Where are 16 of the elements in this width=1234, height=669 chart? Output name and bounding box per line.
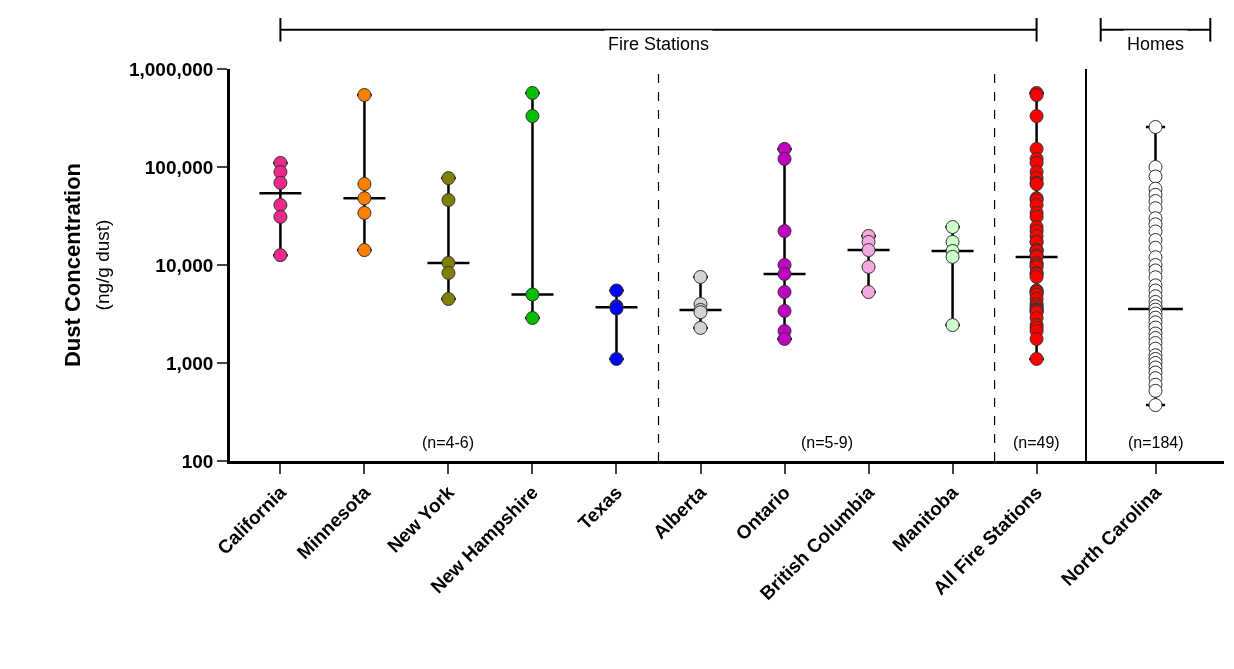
annotation: (n=49): [1013, 434, 1060, 451]
y-tick-label: 100: [181, 450, 214, 472]
text: Homes: [1127, 34, 1185, 54]
y-tick-label: 100,000: [144, 156, 214, 178]
y-axis-title: Dust Concentration (ng/g dust): [60, 162, 113, 368]
point: [1148, 169, 1163, 184]
y-tick-label: 1,000: [165, 352, 214, 374]
annotation: (n=5-9): [801, 434, 854, 451]
y-tick-label: 10,000: [155, 254, 214, 276]
annotation: (n=4-6): [422, 434, 475, 451]
point: [1148, 119, 1163, 134]
text: Fire Stations: [608, 34, 710, 54]
point: [1148, 398, 1163, 413]
point: [1148, 383, 1163, 398]
y-tick-label: 1,000,000: [128, 58, 214, 80]
annotation: (n=184): [1128, 434, 1184, 451]
